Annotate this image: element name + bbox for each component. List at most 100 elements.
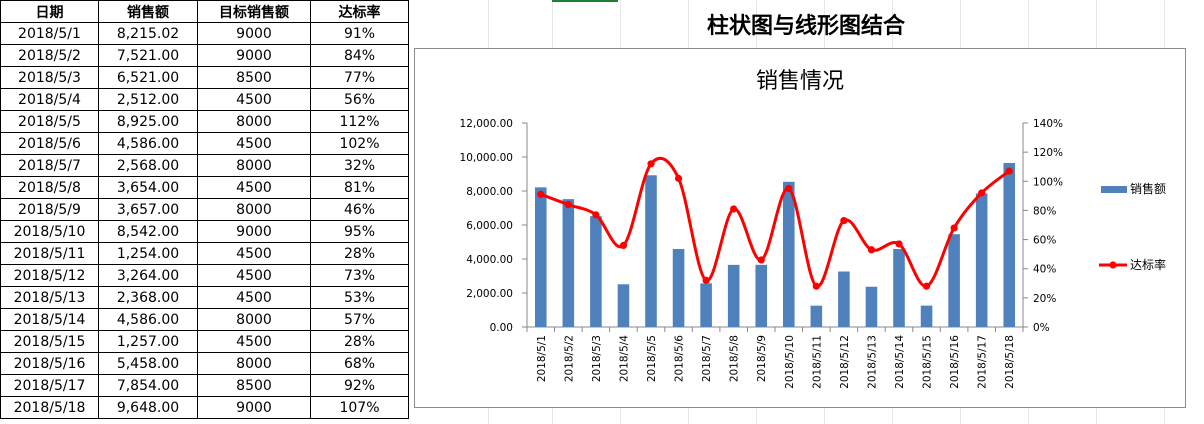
cell-date[interactable]: 2018/5/8 xyxy=(0,176,99,199)
cell-date[interactable]: 2018/5/5 xyxy=(0,110,99,133)
cell-rate[interactable]: 84% xyxy=(310,44,409,67)
x-tick-label: 2018/5/15 xyxy=(922,335,934,389)
point-rate xyxy=(757,256,765,264)
cell-date[interactable]: 2018/5/6 xyxy=(0,132,99,155)
bar-sales xyxy=(534,187,547,327)
cell-rate[interactable]: 73% xyxy=(310,264,409,287)
cell-target[interactable]: 8500 xyxy=(197,66,311,89)
cell-date[interactable]: 2018/5/13 xyxy=(0,286,99,309)
cell-date[interactable]: 2018/5/18 xyxy=(0,396,99,419)
x-tick-label: 2018/5/4 xyxy=(618,335,630,382)
cell-date[interactable]: 2018/5/7 xyxy=(0,154,99,177)
cell-target[interactable]: 4500 xyxy=(197,286,311,309)
cell-date[interactable]: 2018/5/14 xyxy=(0,308,99,331)
cell-rate[interactable]: 92% xyxy=(310,374,409,397)
cell-sales[interactable]: 3,657.00 xyxy=(98,198,198,221)
cell-target[interactable]: 8000 xyxy=(197,308,311,331)
cell-sales[interactable]: 2,568.00 xyxy=(98,154,198,177)
left-tick-label: 4,000.00 xyxy=(466,254,513,266)
header-sales[interactable]: 销售额 xyxy=(98,0,198,23)
cell-date[interactable]: 2018/5/9 xyxy=(0,198,99,221)
bar-sales xyxy=(1003,162,1016,327)
point-rate xyxy=(537,190,545,198)
cell-target[interactable]: 4500 xyxy=(197,88,311,111)
cell-target[interactable]: 9000 xyxy=(197,396,311,419)
cell-sales[interactable]: 8,542.00 xyxy=(98,220,198,243)
cell-date[interactable]: 2018/5/15 xyxy=(0,330,99,353)
cell-sales[interactable]: 7,521.00 xyxy=(98,44,198,67)
cell-target[interactable]: 4500 xyxy=(197,132,311,155)
x-tick-label: 2018/5/12 xyxy=(839,335,851,389)
cell-rate[interactable]: 95% xyxy=(310,220,409,243)
cell-rate[interactable]: 56% xyxy=(310,88,409,111)
cell-sales[interactable]: 1,254.00 xyxy=(98,242,198,265)
line-rate xyxy=(540,156,1011,288)
cell-rate[interactable]: 57% xyxy=(310,308,409,331)
cell-sales[interactable]: 7,854.00 xyxy=(98,374,198,397)
cell-target[interactable]: 9000 xyxy=(197,44,311,67)
cell-date[interactable]: 2018/5/4 xyxy=(0,88,99,111)
cell-target[interactable]: 8000 xyxy=(197,110,311,133)
cell-rate[interactable]: 112% xyxy=(310,110,409,133)
cell-sales[interactable]: 3,654.00 xyxy=(98,176,198,199)
legend-swatch-sales xyxy=(1101,186,1127,193)
cell-rate[interactable]: 91% xyxy=(310,22,409,45)
cell-date[interactable]: 2018/5/11 xyxy=(0,242,99,265)
cell-sales[interactable]: 8,215.02 xyxy=(98,22,198,45)
cell-rate[interactable]: 102% xyxy=(310,132,409,155)
right-tick-label: 60% xyxy=(1033,235,1056,247)
cell-sales[interactable]: 5,458.00 xyxy=(98,352,198,375)
cell-rate[interactable]: 28% xyxy=(310,242,409,265)
legend-marker-rate xyxy=(1109,261,1117,269)
cell-target[interactable]: 4500 xyxy=(197,242,311,265)
cell-sales[interactable]: 6,521.00 xyxy=(98,66,198,89)
cell-date[interactable]: 2018/5/1 xyxy=(0,22,99,45)
cell-sales[interactable]: 2,512.00 xyxy=(98,88,198,111)
x-tick-label: 2018/5/13 xyxy=(866,335,878,389)
cell-rate[interactable]: 107% xyxy=(310,396,409,419)
header-rate[interactable]: 达标率 xyxy=(310,0,409,23)
cell-target[interactable]: 8000 xyxy=(197,352,311,375)
cell-target[interactable]: 8000 xyxy=(197,154,311,177)
header-target[interactable]: 目标销售额 xyxy=(197,0,311,23)
cell-target[interactable]: 8500 xyxy=(197,374,311,397)
point-rate xyxy=(922,282,931,290)
cell-rate[interactable]: 46% xyxy=(310,198,409,221)
cell-date[interactable]: 2018/5/16 xyxy=(0,352,99,375)
cell-sales[interactable]: 4,586.00 xyxy=(98,132,198,155)
cell-target[interactable]: 8000 xyxy=(197,198,311,221)
cell-rate[interactable]: 53% xyxy=(310,286,409,309)
cell-date[interactable]: 2018/5/12 xyxy=(0,264,99,287)
table-row: 2018/5/15 1,257.00 4500 28% xyxy=(0,330,409,353)
cell-target[interactable]: 4500 xyxy=(197,176,311,199)
x-tick-label: 2018/5/6 xyxy=(674,335,686,382)
cell-rate[interactable]: 77% xyxy=(310,66,409,89)
bar-sales xyxy=(617,284,630,327)
table-row: 2018/5/9 3,657.00 8000 46% xyxy=(0,198,409,221)
cell-sales[interactable]: 8,925.00 xyxy=(98,110,198,133)
cell-sales[interactable]: 4,586.00 xyxy=(98,308,198,331)
chart-area[interactable]: 销售情况 0.00 2,000.00 4,000.00 6,000.00 8,000.0… xyxy=(414,48,1186,408)
cell-rate[interactable]: 28% xyxy=(310,330,409,353)
cell-rate[interactable]: 32% xyxy=(310,154,409,177)
header-date[interactable]: 日期 xyxy=(0,0,99,23)
table-row: 2018/5/4 2,512.00 4500 56% xyxy=(0,88,409,111)
cell-target[interactable]: 9000 xyxy=(197,220,311,243)
cell-sales[interactable]: 2,368.00 xyxy=(98,286,198,309)
cell-sales[interactable]: 1,257.00 xyxy=(98,330,198,353)
point-rate xyxy=(978,189,986,197)
cell-date[interactable]: 2018/5/10 xyxy=(0,220,99,243)
cell-date[interactable]: 2018/5/17 xyxy=(0,374,99,397)
cell-sales[interactable]: 3,264.00 xyxy=(98,264,198,287)
cell-target[interactable]: 4500 xyxy=(197,264,311,287)
cell-sales[interactable]: 9,648.00 xyxy=(98,396,198,419)
cell-date[interactable]: 2018/5/2 xyxy=(0,44,99,67)
sheet-title: 柱状图与线形图结合 xyxy=(706,14,905,39)
cell-target[interactable]: 9000 xyxy=(197,22,311,45)
cell-rate[interactable]: 68% xyxy=(310,352,409,375)
table-row: 2018/5/16 5,458.00 8000 68% xyxy=(0,352,409,375)
cell-date[interactable]: 2018/5/3 xyxy=(0,66,99,89)
cell-target[interactable]: 4500 xyxy=(197,330,311,353)
cell-rate[interactable]: 81% xyxy=(310,176,409,199)
